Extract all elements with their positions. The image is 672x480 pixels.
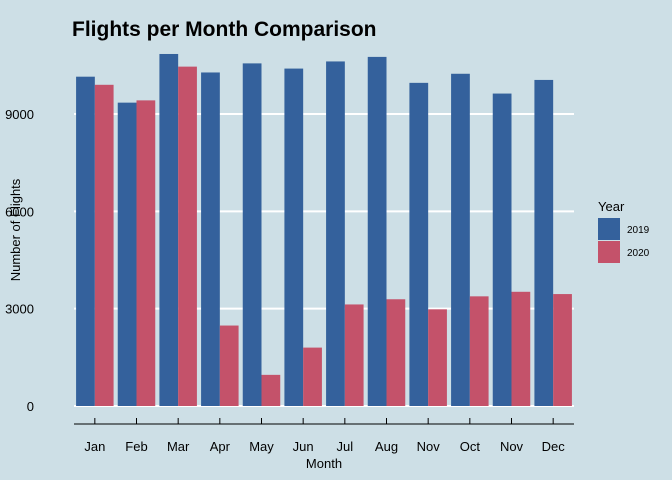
y-tick-label: 9000 [5, 107, 34, 122]
legend-label-2020: 2020 [627, 248, 650, 259]
x-tick-label: Mar [167, 439, 190, 454]
bar-2020-dec [553, 294, 572, 406]
bars [76, 53, 572, 407]
y-tick-label: 3000 [5, 302, 34, 317]
chart-title: Flights per Month Comparison [72, 18, 377, 41]
x-tick-label: Oct [460, 439, 481, 454]
x-tick-label: Apr [210, 439, 231, 454]
x-tick-label: Nov [417, 439, 441, 454]
y-tick-label: 6000 [5, 204, 34, 219]
bar-2019-aug [367, 56, 387, 407]
bar-2019-feb [117, 102, 137, 407]
y-tick-label: 0 [27, 399, 34, 414]
bar-2020-jan [94, 84, 114, 407]
bar-2019-may [242, 63, 262, 407]
bar-2019-nov [409, 82, 429, 406]
bar-2019-apr [201, 72, 220, 407]
bar-2020-nov [511, 291, 531, 406]
x-tick-label: Nov [500, 439, 524, 454]
y-axis-title: Number of Flights [8, 178, 23, 281]
bar-2019-dec [534, 79, 554, 406]
bar-2020-nov [428, 309, 447, 406]
x-tick-label: May [249, 439, 274, 454]
bar-2020-may [261, 374, 281, 406]
bar-2020-oct [469, 296, 489, 406]
x-tick-label: Jun [293, 439, 314, 454]
legend: Year 2019 2020 [598, 199, 650, 263]
x-tick-label: Jan [84, 439, 105, 454]
legend-swatch-2019 [598, 218, 620, 240]
bar-2020-mar [178, 66, 197, 407]
bar-2020-jul [344, 304, 364, 406]
bar-2020-apr [219, 325, 239, 406]
bar-2019-oct [451, 73, 470, 406]
bar-2019-jul [326, 61, 345, 406]
bar-2020-aug [386, 299, 406, 406]
bar-2019-nov [492, 93, 512, 406]
bar-2019-jan [76, 76, 95, 406]
bar-2020-feb [136, 100, 156, 406]
y-axis: 0 3000 6000 9000 [5, 107, 34, 414]
bar-2020-jun [303, 347, 322, 406]
legend-swatch-2020 [598, 241, 620, 263]
gridlines [74, 113, 574, 407]
x-tick-label: Jul [337, 439, 354, 454]
legend-title: Year [598, 199, 625, 214]
x-tick-label: Feb [125, 439, 147, 454]
x-tick-label: Dec [542, 439, 566, 454]
x-tick-label: Aug [375, 439, 398, 454]
bar-2019-mar [159, 53, 179, 406]
x-axis-title: Month [306, 456, 342, 471]
bar-2019-jun [284, 68, 304, 407]
legend-label-2019: 2019 [627, 225, 650, 236]
x-axis: Jan Feb Mar Apr May Jun Jul Aug Nov Oct Nov Dec [74, 418, 574, 454]
